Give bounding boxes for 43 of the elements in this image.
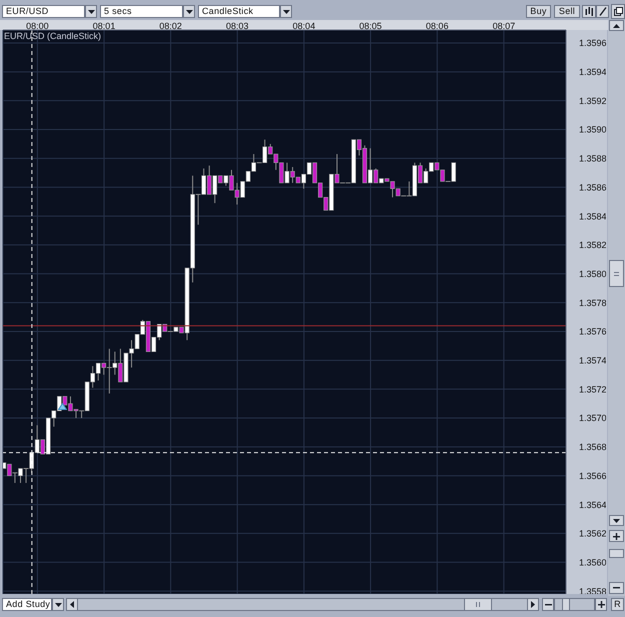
y-tick-label: 1.3568 <box>579 442 607 452</box>
text: Add Study <box>6 599 50 610</box>
x-tick-label: 08:02 <box>159 21 182 31</box>
candlestick <box>7 464 12 476</box>
y-tick-label: 1.3596 <box>579 38 607 48</box>
y-tick-label: 1.3586 <box>579 182 607 192</box>
y-tick-label: 1.3580 <box>579 268 607 279</box>
x-tick-label: 08:05 <box>359 21 382 31</box>
candlestick <box>106 348 112 394</box>
x-tick-label: 08:03 <box>226 21 249 31</box>
y-tick-label: 1.3590 <box>579 124 607 135</box>
candlestick <box>79 410 84 419</box>
x-tick-label: 08:07 <box>492 21 516 31</box>
y-tick-label: 1.3570 <box>579 413 607 424</box>
chart-title: EUR/USD (CandleStick) <box>4 31 102 41</box>
x-tick-label: 08:00 <box>26 21 49 31</box>
y-tick-label: 1.3562 <box>579 528 607 539</box>
text: Sell <box>558 6 576 16</box>
y-tick-label: 1.3592 <box>579 96 607 106</box>
candlestick <box>24 468 29 484</box>
x-tick-label: 08:06 <box>426 21 448 31</box>
y-tick-label: 1.3574 <box>579 356 607 366</box>
y-tick-label: 1.3560 <box>579 557 607 568</box>
y-tick-label: 1.3594 <box>579 67 607 78</box>
y-tick-label: 1.3588 <box>579 154 607 164</box>
y-tick-label: 1.3576 <box>579 326 607 337</box>
candlestick <box>12 472 18 484</box>
candlestick <box>451 162 456 182</box>
text: CandleStick <box>202 6 254 17</box>
y-tick-label: 1.3564 <box>579 500 607 510</box>
x-tick-label: 08:01 <box>92 21 116 31</box>
y-tick-label: 1.3566 <box>579 470 607 481</box>
y-tick-label: 1.3558 <box>579 586 607 596</box>
y-tick-label: 1.3578 <box>579 298 607 308</box>
text: R <box>614 599 621 609</box>
text: EUR/USD <box>6 6 49 17</box>
y-tick-label: 1.3584 <box>579 211 607 222</box>
x-tick-label: 08:04 <box>292 21 316 31</box>
text: 5 secs <box>104 6 132 17</box>
y-tick-label: 1.3572 <box>579 384 607 394</box>
candlestick <box>196 194 201 226</box>
text: Buy <box>530 6 547 16</box>
y-tick-label: 1.3582 <box>579 240 607 250</box>
